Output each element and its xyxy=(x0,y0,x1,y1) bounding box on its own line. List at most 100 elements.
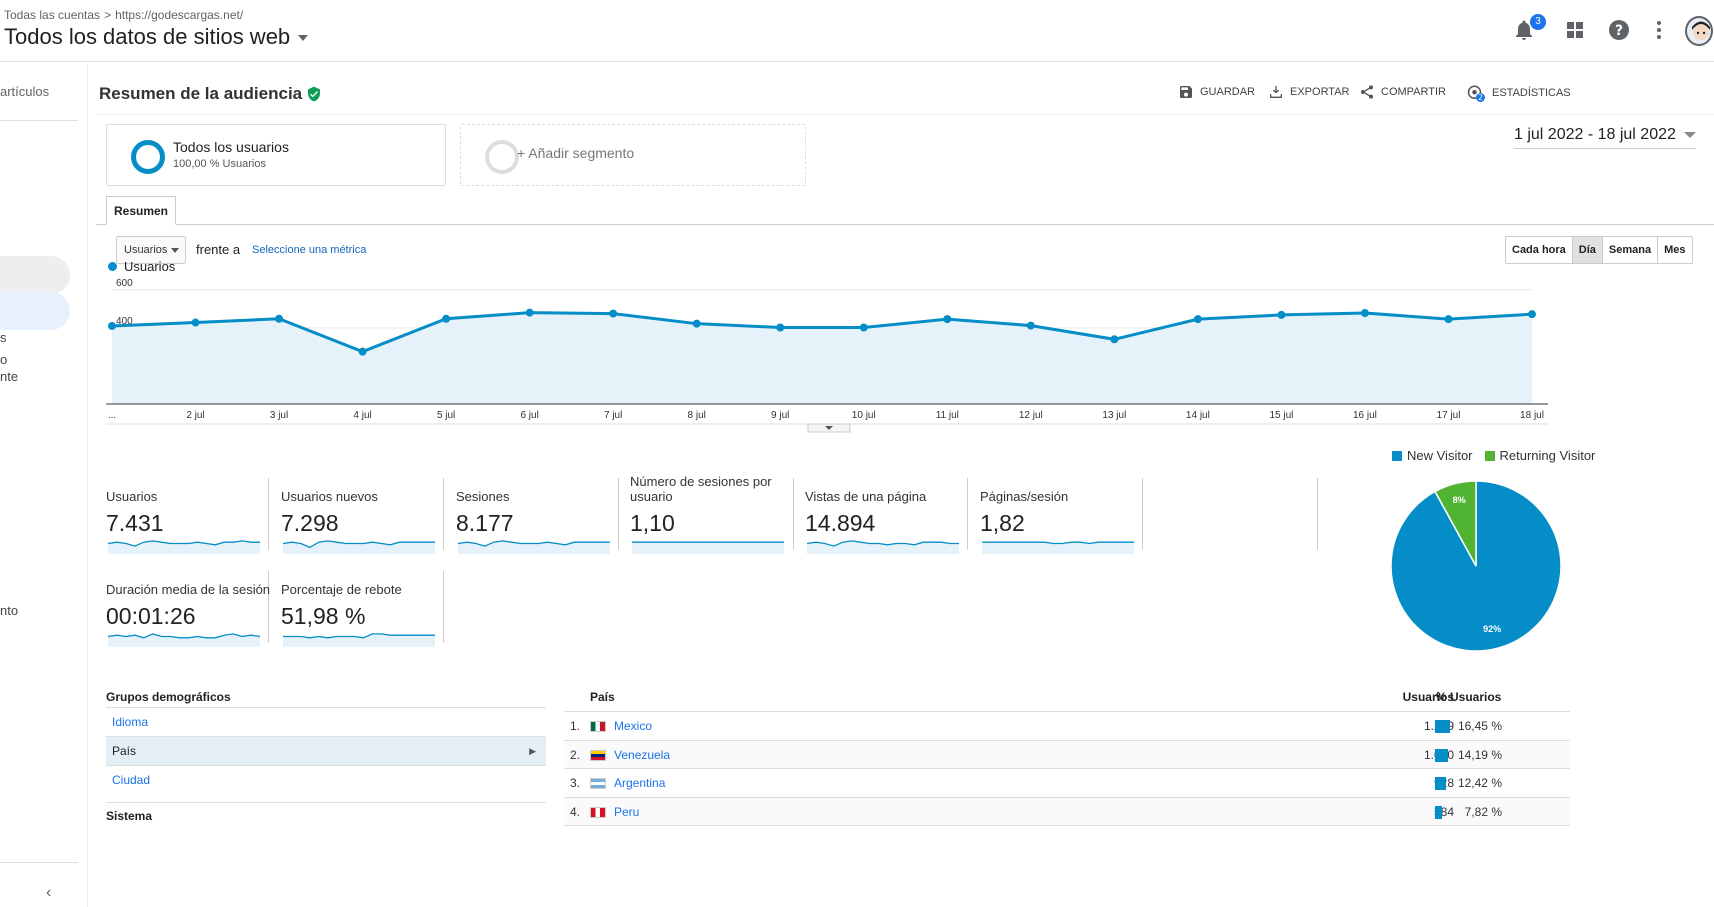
sparkline-area xyxy=(108,540,260,554)
sidebar-item-hover[interactable] xyxy=(0,256,70,294)
x-tick-label: 6 jul xyxy=(520,410,538,421)
breadcrumb-root[interactable]: Todas las cuentas xyxy=(4,8,101,22)
scorecard[interactable]: Número de sesiones por usuario 1,10 xyxy=(630,474,805,560)
select-metric-link[interactable]: Seleccione una métrica xyxy=(252,244,367,256)
avatar-face-icon xyxy=(1692,21,1710,40)
scorecard[interactable]: Páginas/sesión 1,82 xyxy=(980,480,1155,560)
country-link[interactable]: Peru xyxy=(614,804,640,819)
collapse-chevron-icon[interactable]: ‹ xyxy=(46,884,52,901)
row-pct: 16,45 % xyxy=(1457,719,1502,733)
scorecard[interactable]: Vistas de una página 14.894 xyxy=(805,480,980,560)
scorecard[interactable]: Porcentaje de rebote 51,98 % xyxy=(281,573,456,653)
demographics-item-city[interactable]: Ciudad xyxy=(106,765,546,794)
scorecard-divider xyxy=(268,571,269,643)
table-row[interactable]: 3.Argentina92812,42 % xyxy=(564,768,1570,797)
row-pct: 14,19 % xyxy=(1457,747,1502,762)
segment-name: Todos los usuarios xyxy=(173,139,289,155)
pie-slice-label: 92% xyxy=(1483,624,1501,634)
x-tick-label: 5 jul xyxy=(437,410,455,421)
breadcrumb-property[interactable]: https://godescargas.net/ xyxy=(115,8,244,22)
data-point xyxy=(943,315,952,324)
sparkline-area xyxy=(458,540,610,554)
legend-swatch xyxy=(1484,451,1495,461)
sidebar-item-fragment[interactable]: s xyxy=(0,330,7,345)
share-label: COMPARTIR xyxy=(1381,86,1446,98)
tab-summary[interactable]: Resumen xyxy=(106,196,176,225)
scorecard-divider xyxy=(1317,478,1318,550)
sparkline-line xyxy=(107,633,261,639)
table-row[interactable]: 4. Peru 584 7,82 % xyxy=(564,796,1570,826)
granularity-option[interactable]: Semana xyxy=(1603,237,1659,263)
visitor-pie-chart: 92% 8% xyxy=(1390,480,1562,652)
bell-icon[interactable] xyxy=(1512,18,1536,42)
segment-color-icon xyxy=(131,140,165,174)
segment-all-users[interactable]: Todos los usuarios 100,00 % Usuarios xyxy=(106,124,446,186)
x-tick-label: 11 jul xyxy=(936,410,959,421)
scorecard-label: Sesiones xyxy=(456,489,510,504)
sidebar-item-active[interactable] xyxy=(0,292,70,330)
scorecard-sparkline xyxy=(806,540,959,554)
x-tick-label: 7 jul xyxy=(604,410,622,421)
pie-legend-item[interactable]: New Visitor xyxy=(1392,448,1473,463)
table-header: País Usuarios % Usuarios xyxy=(564,682,1570,711)
country-link[interactable]: Argentina xyxy=(614,776,666,790)
scorecard[interactable]: Usuarios 7.431 xyxy=(106,480,281,560)
verified-shield-icon xyxy=(308,86,321,102)
x-tick-label: 18 jul xyxy=(1520,410,1544,421)
share-button[interactable]: COMPARTIR xyxy=(1359,84,1446,100)
granularity-option[interactable]: Cada hora xyxy=(1506,237,1573,263)
scorecard[interactable]: Sesiones 8.177 xyxy=(456,480,631,560)
demographics-header: Grupos demográficos xyxy=(106,690,231,704)
apps-grid-icon[interactable] xyxy=(1563,18,1587,42)
sidebar-item-fragment[interactable]: o xyxy=(0,352,8,367)
date-range-picker[interactable]: 1 jul 2022 - 18 jul 2022 xyxy=(1514,126,1696,149)
sidebar-item-fragment[interactable]: nto xyxy=(0,603,19,618)
scorecard[interactable]: Duración media de la sesión 00:01:26 xyxy=(106,573,281,653)
caret-down-icon xyxy=(298,35,309,42)
data-point xyxy=(692,319,701,328)
demographics-item-country[interactable]: País ▶ xyxy=(106,736,546,765)
country-link[interactable]: Mexico xyxy=(614,719,653,733)
view-selector[interactable]: Todos los datos de sitios web xyxy=(4,24,309,50)
x-tick-label: 4 jul xyxy=(353,410,371,421)
scorecard[interactable]: Usuarios nuevos 7.298 xyxy=(281,480,456,560)
granularity-toggle: Cada hora Día Semana Mes xyxy=(1505,236,1693,264)
more-vert-icon[interactable] xyxy=(1647,18,1671,42)
sparkline-line xyxy=(806,540,959,547)
scorecard-value: 1,82 xyxy=(980,510,1025,536)
save-label: GUARDAR xyxy=(1200,86,1256,98)
metric-dropdown-value: Usuarios xyxy=(124,244,168,256)
help-icon[interactable]: ? xyxy=(1607,18,1631,42)
data-point xyxy=(1277,310,1286,319)
data-point xyxy=(442,314,451,323)
data-point xyxy=(108,321,116,330)
metric-dropdown[interactable]: Usuarios xyxy=(116,236,186,264)
avatar[interactable] xyxy=(1685,16,1713,46)
granularity-option[interactable]: Mes xyxy=(1664,244,1686,256)
save-button[interactable]: GUARDAR xyxy=(1178,84,1255,100)
sidebar-item-fragment[interactable]: nte xyxy=(0,369,19,384)
sparkline-line xyxy=(982,541,1134,545)
export-button[interactable]: EXPORTAR xyxy=(1268,84,1350,100)
data-point xyxy=(776,323,785,332)
x-tick-label: 13 jul xyxy=(1102,410,1126,421)
insights-label: ESTADÍSTICAS xyxy=(1492,87,1571,99)
notification-badge: 3 xyxy=(1530,14,1546,30)
versus-label: frente a xyxy=(196,242,241,257)
insights-button[interactable]: 2 ESTADÍSTICAS xyxy=(1466,84,1571,102)
row-pct-bar xyxy=(1435,748,1448,762)
data-point xyxy=(1026,321,1035,330)
x-tick-label: 9 jul xyxy=(771,410,789,421)
save-icon xyxy=(1180,86,1192,98)
scorecard-divider xyxy=(967,478,968,550)
row-pct: 7,82 % xyxy=(1464,804,1502,819)
pie-legend-item[interactable]: Returning Visitor xyxy=(1484,448,1595,463)
demographics-item-language[interactable]: Idioma xyxy=(106,707,546,736)
add-segment-button[interactable]: + Añadir segmento xyxy=(460,124,806,186)
insights-badge: 2 xyxy=(1478,93,1483,102)
country-link[interactable]: Venezuela xyxy=(614,747,671,762)
sidebar-item-articulos[interactable]: artículos xyxy=(0,84,50,99)
granularity-option[interactable]: Día xyxy=(1572,237,1603,263)
